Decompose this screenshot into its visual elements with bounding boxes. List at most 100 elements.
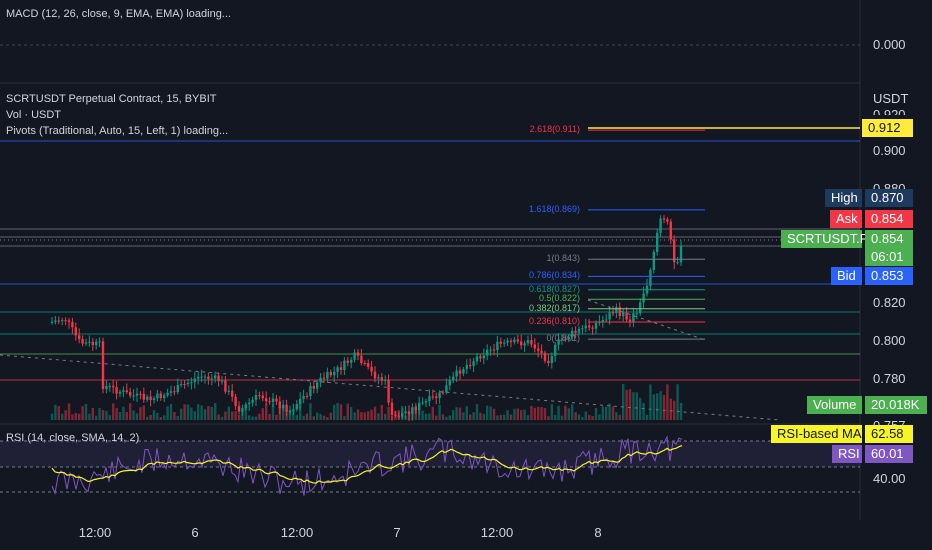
candle-body (210, 378, 213, 380)
volume-bar (74, 413, 77, 420)
volume-bar (503, 414, 506, 420)
candle-body (475, 356, 479, 362)
volume-bar (190, 407, 193, 420)
candle-body (312, 386, 315, 389)
candle-body (448, 380, 451, 386)
volume-bar (649, 384, 652, 420)
volume-bar (254, 416, 258, 420)
pivots-legend[interactable]: Pivots (Traditional, Auto, 15, Left, 1) … (6, 125, 229, 137)
pivot-level-lines (0, 127, 860, 421)
volume-bar (567, 408, 570, 420)
volume-bar (588, 414, 591, 420)
candle-body (190, 382, 193, 384)
volume-bar (554, 415, 557, 420)
candle-body (567, 336, 570, 340)
candle-body (401, 413, 404, 417)
fib-level-label: 1(0.843) (546, 253, 580, 264)
macd-legend[interactable]: MACD (12, 26, close, 9, EMA, EMA) loadin… (6, 8, 231, 20)
volume-bar (193, 411, 196, 420)
candle-body (217, 375, 220, 381)
candle-body (278, 401, 281, 409)
volume-legend[interactable]: Vol · USDT (6, 109, 62, 121)
candle-body (241, 408, 244, 412)
volume-bar (50, 413, 54, 420)
volume-bar (356, 409, 360, 420)
volume-bar (438, 404, 441, 420)
volume-bar (268, 414, 271, 420)
volume-bar (122, 406, 125, 420)
candle-body (574, 330, 577, 333)
candle-body (428, 396, 431, 402)
volume-bar (237, 414, 241, 420)
volume-bar (537, 406, 540, 420)
candle-body (530, 340, 533, 345)
candle-body (244, 404, 247, 409)
volume-bar (479, 412, 482, 420)
volume-bar (258, 413, 261, 420)
volume-bar (231, 411, 234, 420)
rsi-legend[interactable]: RSI (14, close, SMA, 14, 2) (6, 432, 140, 444)
volume-bar (571, 404, 574, 420)
candle-body (452, 376, 455, 381)
candle-body (261, 395, 264, 399)
volume-bar (61, 413, 64, 420)
volume-label-tag: Volume (807, 396, 862, 414)
volume-bar (173, 411, 176, 420)
volume-bar (163, 415, 166, 420)
candle-body (431, 396, 434, 398)
volume-bar (448, 415, 451, 420)
volume-bar (533, 407, 536, 420)
volume-bar (431, 406, 434, 420)
volume-bar (469, 414, 472, 420)
volume-bar (615, 412, 618, 420)
volume-bar (118, 411, 122, 420)
candle-body (336, 367, 339, 372)
volume-bar (265, 403, 268, 420)
candle-body (588, 325, 591, 328)
candle-body (496, 341, 499, 350)
candle-body (108, 385, 111, 387)
candle-body (472, 361, 475, 367)
volume-bar (186, 404, 190, 420)
candle-body (581, 328, 584, 330)
candle-body (601, 319, 604, 322)
candle-body (339, 367, 343, 370)
volume-bar (81, 406, 84, 420)
fib-level-label: 1.618(0.869) (528, 203, 580, 214)
candle-body (91, 341, 94, 346)
volume-bar (642, 402, 645, 420)
candle-body (152, 398, 156, 401)
candle-body (635, 313, 638, 315)
candle-body (557, 339, 560, 345)
volume-bar (112, 403, 115, 420)
volume-bar (482, 414, 485, 420)
volume-bar (380, 404, 383, 420)
candle-body (149, 396, 152, 401)
volume-bar (577, 414, 581, 420)
candle-body (305, 395, 309, 397)
candle-body (659, 218, 662, 233)
pivot-resistance-tag: 0.912 (862, 119, 913, 137)
volume-bar (234, 411, 237, 420)
volume-bar (305, 413, 309, 420)
volume-bar (302, 415, 305, 420)
symbol-price-tag: 0.854 (865, 230, 913, 248)
volume-bar (499, 414, 502, 420)
candle-body (421, 402, 424, 404)
volume-bar (550, 404, 553, 420)
candle-body (254, 395, 258, 400)
candle-body (81, 339, 84, 344)
symbol-title[interactable]: SCRTUSDT Perpetual Contract, 15, BYBIT (6, 93, 217, 105)
volume-bar (220, 416, 224, 420)
rsi-ma-line (51, 445, 683, 484)
fib-level-label: 0.236(0.810) (528, 316, 580, 326)
volume-bar (346, 403, 349, 420)
volume-bar (564, 405, 567, 420)
currency-label[interactable]: USDT (873, 91, 909, 106)
volume-bar (146, 416, 149, 420)
volume-bar (625, 389, 628, 420)
volume-bar (282, 407, 285, 420)
volume-bar (428, 413, 431, 420)
